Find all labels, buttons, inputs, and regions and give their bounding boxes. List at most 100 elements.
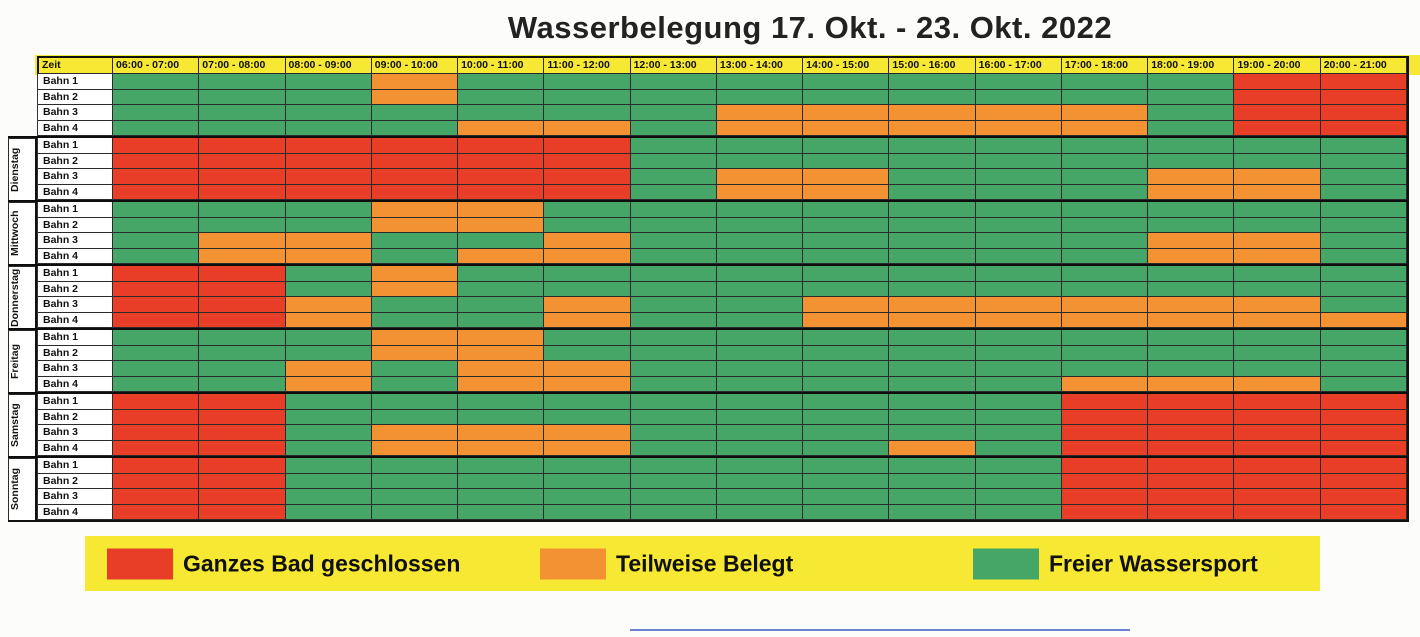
slot-cell: [1148, 458, 1235, 474]
slot-cell: [630, 330, 717, 346]
slot-cell: [1320, 458, 1407, 474]
slot-cell: [975, 105, 1062, 121]
slot-cell: [630, 153, 717, 169]
lane-label: Bahn 2: [37, 345, 113, 361]
slot-cell: [716, 330, 804, 346]
slot-cell: [458, 184, 545, 200]
slot-cell: [458, 138, 545, 154]
slot-cell: [1061, 504, 1149, 520]
lane-label: Bahn 3: [37, 425, 113, 441]
day-label: Mittwoch: [8, 202, 37, 264]
slot-cell: [716, 376, 804, 392]
slot-cell: [199, 184, 286, 200]
slot-cell: [889, 345, 976, 361]
slot-cell: [1320, 394, 1407, 410]
slot-cell: [113, 489, 200, 505]
lane-label: Bahn 1: [37, 330, 113, 346]
slot-cell: [113, 138, 200, 154]
slot-cell: [1061, 345, 1149, 361]
slot-cell: [371, 266, 459, 282]
slot-cell: [716, 425, 804, 441]
slot-cell: [1234, 312, 1321, 328]
slot-cell: [1234, 345, 1321, 361]
time-header: 12:00 - 13:00: [630, 56, 717, 74]
slot-cell: [458, 425, 545, 441]
slot-cell: [975, 473, 1062, 489]
legend-item-partial: Teilweise Belegt: [540, 548, 793, 579]
legend: Ganzes Bad geschlossen Teilweise Belegt …: [85, 536, 1320, 591]
slot-cell: [371, 504, 459, 520]
slot-cell: [544, 184, 631, 200]
slot-cell: [630, 376, 717, 392]
day-group: Samstag Bahn 1 Bahn 2 Bahn 3 Bahn 4: [8, 392, 1407, 456]
slot-cell: [716, 153, 804, 169]
slot-cell: [975, 425, 1062, 441]
slot-cell: [1234, 153, 1321, 169]
slot-cell: [544, 89, 631, 105]
slot-cell: [113, 312, 200, 328]
slot-cell: [630, 458, 717, 474]
slot-cell: [1234, 376, 1321, 392]
lane-label: Bahn 4: [37, 120, 113, 136]
slot-cell: [803, 138, 890, 154]
slot-cell: [1061, 409, 1149, 425]
slot-cell: [1234, 169, 1321, 185]
slot-cell: [1061, 89, 1149, 105]
lane-label: Bahn 2: [37, 217, 113, 233]
lane-label: Bahn 4: [37, 184, 113, 200]
slot-cell: [199, 202, 286, 218]
slot-cell: [889, 233, 976, 249]
slot-cell: [113, 458, 200, 474]
slot-cell: [1234, 297, 1321, 313]
slot-cell: [975, 440, 1062, 456]
slot-cell: [544, 266, 631, 282]
slot-cell: [630, 74, 717, 90]
slot-cell: [458, 409, 545, 425]
slot-cell: [889, 217, 976, 233]
slot-cell: [1061, 489, 1149, 505]
slot-cell: [1148, 169, 1235, 185]
slot-cell: [285, 153, 372, 169]
slot-cell: [1320, 266, 1407, 282]
slot-cell: [285, 394, 372, 410]
slot-cell: [889, 184, 976, 200]
slot-cell: [199, 105, 286, 121]
slot-cell: [1234, 120, 1321, 136]
slot-cell: [285, 184, 372, 200]
slot-cell: [1061, 297, 1149, 313]
slot-cell: [1061, 440, 1149, 456]
day-groups: Bahn 1 Bahn 2 Bahn 3 Bahn 4 Dienstag Bahn 1 Ba…: [8, 74, 1407, 520]
slot-cell: [803, 120, 890, 136]
page-title: Wasserbelegung 17. Okt. - 23. Okt. 2022: [507, 10, 1113, 45]
slot-cell: [630, 281, 717, 297]
slot-cell: [285, 217, 372, 233]
slot-cell: [1234, 202, 1321, 218]
slot-cell: [975, 153, 1062, 169]
slot-cell: [458, 120, 545, 136]
slot-cell: [1320, 312, 1407, 328]
slot-cell: [716, 184, 804, 200]
slot-cell: [113, 202, 200, 218]
legend-label: Freier Wassersport: [1049, 550, 1258, 576]
slot-cell: [199, 233, 286, 249]
slot-cell: [458, 361, 545, 377]
time-header: 18:00 - 19:00: [1148, 56, 1235, 74]
slot-cell: [803, 74, 890, 90]
schedule-table: Zeit 06:00 - 07:00 07:00 - 08:00 08:00 - 0…: [8, 56, 1409, 522]
slot-cell: [285, 281, 372, 297]
slot-cell: [458, 330, 545, 346]
slot-cell: [285, 89, 372, 105]
slot-cell: [1148, 504, 1235, 520]
slot-cell: [199, 266, 286, 282]
slot-cell: [285, 361, 372, 377]
time-header: 08:00 - 09:00: [285, 56, 372, 74]
slot-cell: [199, 425, 286, 441]
slot-cell: [199, 297, 286, 313]
lane-label: Bahn 3: [37, 233, 113, 249]
slot-cell: [1234, 138, 1321, 154]
slot-cell: [285, 473, 372, 489]
slot-cell: [199, 312, 286, 328]
legend-label: Ganzes Bad geschlossen: [183, 550, 461, 576]
legend-item-free: Freier Wassersport: [973, 548, 1258, 579]
slot-cell: [1061, 184, 1149, 200]
